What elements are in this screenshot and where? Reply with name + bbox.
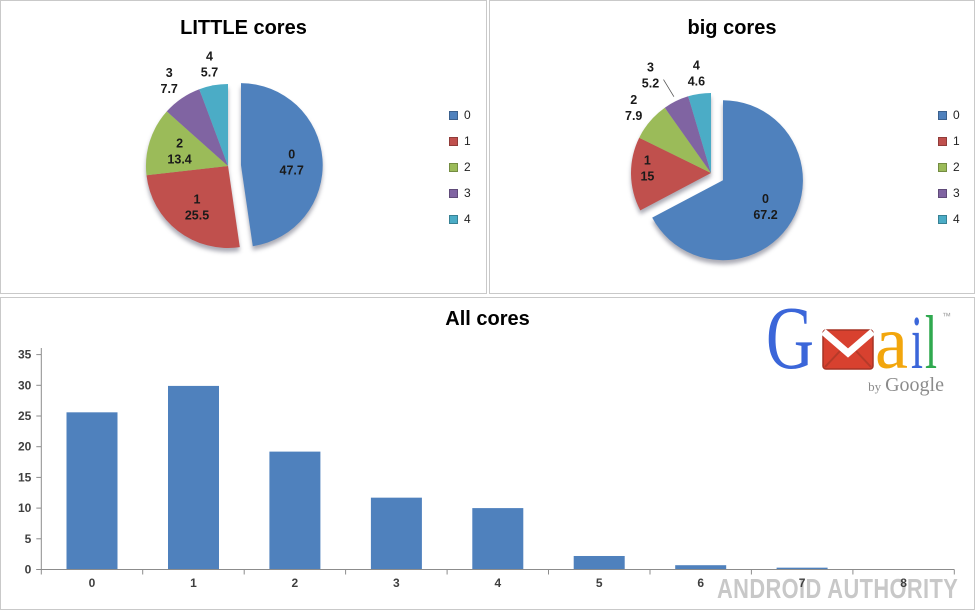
legend-swatch-0: [938, 111, 947, 120]
pie-data-label-1: 1 15: [640, 154, 654, 184]
pie-data-label-0: 0 67.2: [753, 192, 777, 222]
pie-slice-3: [166, 89, 228, 166]
big-cores-panel: big cores 0 67.2 1 15 2 7.9 3 5.2 4 4.6 0 1 2 3 4: [489, 0, 975, 294]
pie-data-label-4: 4 4.6: [688, 59, 705, 89]
legend-label-0: 0: [953, 108, 960, 122]
x-axis-label-6: 6: [697, 576, 704, 590]
pie-slice-2: [145, 111, 228, 176]
pie-slice-0: [240, 83, 323, 247]
legend-label-3: 3: [464, 186, 471, 200]
bar-5: [573, 555, 625, 570]
bar-1: [168, 385, 219, 570]
y-axis-label-0: 0: [25, 563, 32, 577]
x-axis-label-8: 8: [900, 576, 907, 590]
bar-7: [776, 567, 828, 570]
pie-slice-1: [631, 137, 711, 211]
gmail-letter-g: G: [766, 301, 814, 388]
pie-slice-0: [652, 100, 803, 261]
y-axis-label-15: 15: [18, 470, 32, 484]
x-axis-label-7: 7: [799, 576, 806, 590]
legend-entry-1: 1: [938, 134, 960, 149]
pie-slice-4: [688, 92, 711, 173]
legend-label-2: 2: [464, 160, 471, 174]
little-cores-title: LITTLE cores: [180, 17, 307, 39]
all-cores-panel: All cores ANDROID AUTHORITY 0 5 10 15 20 25 30…: [0, 297, 975, 610]
all-cores-title: All cores: [445, 308, 530, 330]
gmail-byline-google: Google: [885, 374, 944, 396]
legend-entry-2: 2: [449, 160, 471, 175]
legend-swatch-1: [938, 137, 947, 146]
big-cores-pie-chart: 0 67.2 1 15 2 7.93 5.2 4 4.6: [625, 59, 803, 261]
legend-label-3: 3: [953, 186, 960, 200]
gmail-letter-a: a: [875, 301, 908, 385]
legend-entry-0: 0: [449, 108, 471, 123]
legend-swatch-2: [449, 163, 458, 172]
big-cores-legend: 0 1 2 3 4: [938, 108, 960, 238]
x-axis-label-0: 0: [89, 576, 96, 590]
legend-label-4: 4: [953, 212, 960, 226]
legend-entry-2: 2: [938, 160, 960, 175]
y-axis-label-5: 5: [25, 532, 32, 546]
legend-entry-4: 4: [938, 212, 960, 227]
pie-data-label-2: 2 7.9: [625, 93, 642, 123]
legend-entry-3: 3: [449, 186, 471, 201]
legend-label-0: 0: [464, 108, 471, 122]
bar-3: [370, 497, 422, 570]
pie-slice-2: [639, 107, 711, 173]
pie-data-label-3: 3 7.7: [161, 66, 178, 96]
legend-entry-0: 0: [938, 108, 960, 123]
little-cores-legend: 0 1 2 3 4: [449, 108, 471, 238]
pie-data-label-2: 2 13.4: [167, 137, 191, 167]
legend-swatch-4: [449, 215, 458, 224]
y-axis-label-35: 35: [18, 348, 32, 362]
gmail-byline-by: by: [868, 379, 882, 394]
gmail-envelope-icon: [821, 329, 875, 370]
pie-data-label-3: 3 5.2: [642, 61, 659, 91]
legend-swatch-3: [938, 189, 947, 198]
y-axis-label-10: 10: [18, 501, 32, 515]
bar-4: [472, 508, 524, 570]
legend-entry-1: 1: [449, 134, 471, 149]
legend-label-1: 1: [464, 134, 471, 148]
legend-swatch-0: [449, 111, 458, 120]
pie-data-label-4: 4 5.7: [201, 50, 218, 80]
all-cores-bar-chart: 0 5 10 15 20 25 30 35 0 1 2 3 4 5 6 7 8: [18, 348, 955, 590]
bar-0: [66, 412, 118, 570]
gmail-logo: G a i l ™ by Google: [766, 301, 951, 396]
android-authority-watermark: ANDROID AUTHORITY: [717, 573, 959, 604]
legend-swatch-2: [938, 163, 947, 172]
legend-entry-3: 3: [938, 186, 960, 201]
little-cores-panel: LITTLE cores 0 47.7 1 25.5 2 13.4 3 7.7 4 5.7 0 1 2…: [0, 0, 487, 294]
bar-6: [675, 565, 727, 570]
x-axis-label-5: 5: [596, 576, 603, 590]
little-cores-pie-chart: 0 47.7 1 25.5 2 13.4 3 7.7 4 5.7: [145, 50, 323, 248]
pie-slice-4: [199, 84, 228, 166]
x-axis-label-4: 4: [494, 576, 501, 590]
pie-data-label-1: 1 25.5: [185, 192, 209, 222]
legend-swatch-3: [449, 189, 458, 198]
legend-label-2: 2: [953, 160, 960, 174]
pie-slice-1: [146, 166, 240, 248]
y-axis-label-20: 20: [18, 440, 32, 454]
gmail-byline: by Google: [868, 374, 944, 396]
pie-slice-3: [664, 96, 711, 173]
legend-entry-4: 4: [449, 212, 471, 227]
y-axis-label-25: 25: [18, 409, 32, 423]
legend-swatch-4: [938, 215, 947, 224]
x-axis-label-3: 3: [393, 576, 400, 590]
legend-swatch-1: [449, 137, 458, 146]
y-axis-label-30: 30: [18, 378, 32, 392]
gmail-trademark: ™: [942, 311, 951, 321]
legend-label-4: 4: [464, 212, 471, 226]
x-axis-label-2: 2: [292, 576, 299, 590]
gmail-letter-l: l: [925, 301, 937, 385]
bar-2: [269, 451, 321, 570]
big-cores-title: big cores: [687, 17, 777, 39]
legend-label-1: 1: [953, 134, 960, 148]
x-axis-label-1: 1: [190, 576, 197, 590]
pie-data-label-0: 0 47.7: [280, 147, 304, 177]
gmail-letter-i: i: [911, 301, 923, 385]
